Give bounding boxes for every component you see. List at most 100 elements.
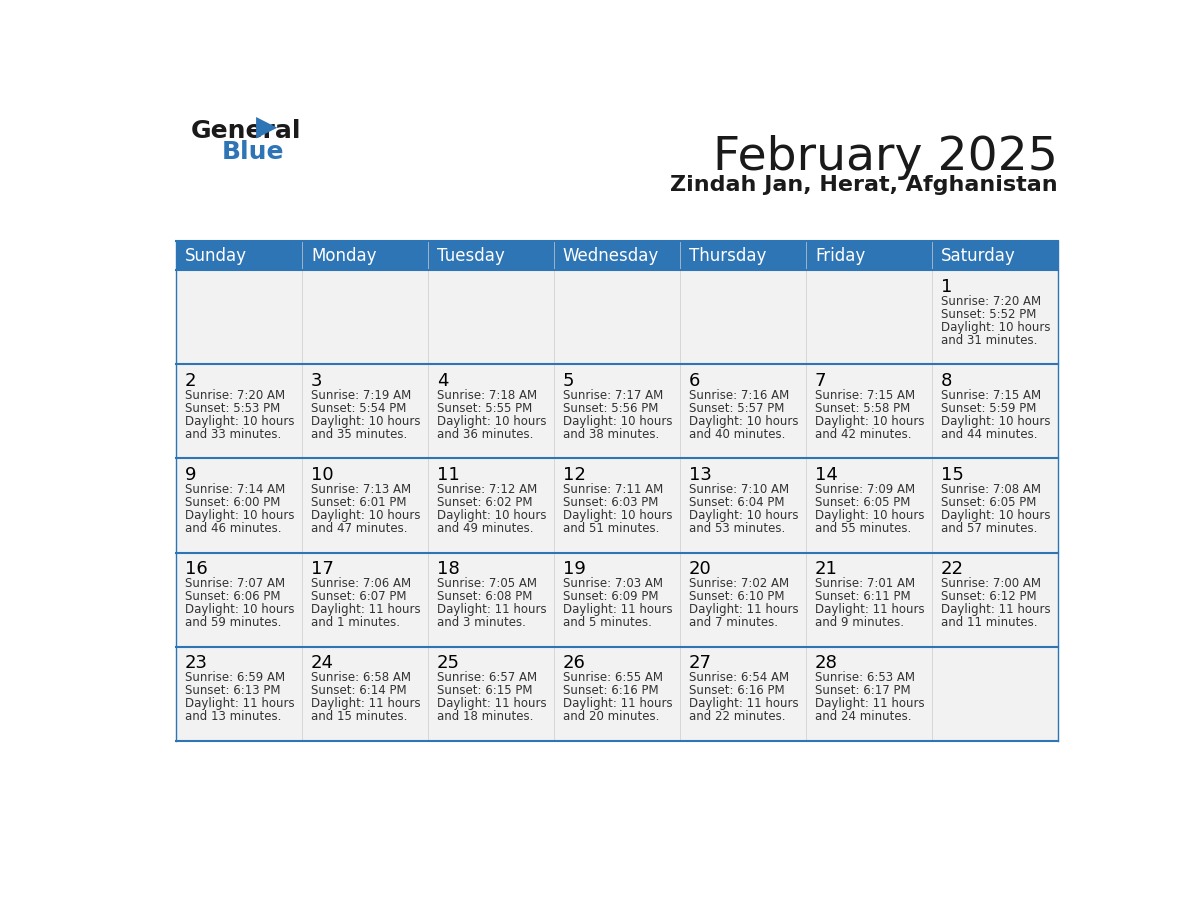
Bar: [680, 364, 805, 458]
Bar: [931, 553, 1057, 646]
Bar: [554, 646, 680, 741]
Text: Sunset: 6:03 PM: Sunset: 6:03 PM: [563, 496, 658, 509]
Bar: [931, 646, 1057, 741]
Text: Sunset: 5:52 PM: Sunset: 5:52 PM: [941, 308, 1036, 321]
Text: and 49 minutes.: and 49 minutes.: [437, 522, 533, 535]
Text: Sunday: Sunday: [185, 247, 247, 264]
Text: Sunset: 5:54 PM: Sunset: 5:54 PM: [311, 402, 406, 415]
Text: 1: 1: [941, 278, 953, 296]
Text: Monday: Monday: [311, 247, 377, 264]
Text: Sunset: 6:13 PM: Sunset: 6:13 PM: [185, 684, 280, 697]
Text: Thursday: Thursday: [689, 247, 766, 264]
Text: 12: 12: [563, 466, 586, 484]
Text: and 3 minutes.: and 3 minutes.: [437, 616, 526, 629]
Text: Sunset: 5:56 PM: Sunset: 5:56 PM: [563, 402, 658, 415]
Text: Sunrise: 6:54 AM: Sunrise: 6:54 AM: [689, 671, 789, 684]
Text: and 47 minutes.: and 47 minutes.: [311, 522, 407, 535]
Text: and 31 minutes.: and 31 minutes.: [941, 334, 1037, 347]
Text: Tuesday: Tuesday: [437, 247, 505, 264]
Text: Daylight: 10 hours: Daylight: 10 hours: [311, 415, 421, 428]
Text: Sunset: 6:01 PM: Sunset: 6:01 PM: [311, 496, 406, 509]
Text: Daylight: 10 hours: Daylight: 10 hours: [563, 509, 672, 522]
Text: Daylight: 10 hours: Daylight: 10 hours: [563, 415, 672, 428]
Text: Daylight: 10 hours: Daylight: 10 hours: [185, 509, 295, 522]
Text: Daylight: 10 hours: Daylight: 10 hours: [437, 415, 546, 428]
Text: and 35 minutes.: and 35 minutes.: [311, 428, 407, 441]
Text: and 20 minutes.: and 20 minutes.: [563, 710, 659, 723]
Text: Wednesday: Wednesday: [563, 247, 659, 264]
Text: Sunset: 6:05 PM: Sunset: 6:05 PM: [941, 496, 1036, 509]
Text: and 1 minutes.: and 1 minutes.: [311, 616, 400, 629]
Text: Sunset: 6:10 PM: Sunset: 6:10 PM: [689, 590, 784, 603]
Bar: [428, 270, 554, 364]
Text: Daylight: 11 hours: Daylight: 11 hours: [941, 603, 1050, 616]
Text: February 2025: February 2025: [713, 135, 1057, 180]
Text: Daylight: 10 hours: Daylight: 10 hours: [185, 603, 295, 616]
Bar: [176, 270, 302, 364]
Bar: [302, 458, 428, 553]
Text: and 15 minutes.: and 15 minutes.: [311, 710, 407, 723]
Text: and 24 minutes.: and 24 minutes.: [815, 710, 911, 723]
Text: Daylight: 11 hours: Daylight: 11 hours: [815, 603, 924, 616]
Text: Sunset: 5:58 PM: Sunset: 5:58 PM: [815, 402, 910, 415]
Text: Sunrise: 7:03 AM: Sunrise: 7:03 AM: [563, 577, 663, 590]
Text: and 33 minutes.: and 33 minutes.: [185, 428, 282, 441]
Bar: [554, 553, 680, 646]
Text: Daylight: 10 hours: Daylight: 10 hours: [815, 415, 924, 428]
Text: 23: 23: [185, 655, 208, 672]
Text: Daylight: 10 hours: Daylight: 10 hours: [941, 415, 1050, 428]
Text: Sunrise: 7:05 AM: Sunrise: 7:05 AM: [437, 577, 537, 590]
Text: 27: 27: [689, 655, 712, 672]
Text: Daylight: 11 hours: Daylight: 11 hours: [185, 697, 295, 711]
Text: Saturday: Saturday: [941, 247, 1016, 264]
Text: Sunrise: 7:14 AM: Sunrise: 7:14 AM: [185, 483, 285, 496]
Text: and 40 minutes.: and 40 minutes.: [689, 428, 785, 441]
Text: Sunset: 6:02 PM: Sunset: 6:02 PM: [437, 496, 532, 509]
Text: Friday: Friday: [815, 247, 865, 264]
Text: Sunset: 5:59 PM: Sunset: 5:59 PM: [941, 402, 1036, 415]
Bar: [554, 458, 680, 553]
Bar: [176, 364, 302, 458]
Text: Sunset: 6:09 PM: Sunset: 6:09 PM: [563, 590, 658, 603]
Text: Sunset: 6:08 PM: Sunset: 6:08 PM: [437, 590, 532, 603]
Text: and 36 minutes.: and 36 minutes.: [437, 428, 533, 441]
Text: 6: 6: [689, 372, 700, 390]
Text: and 59 minutes.: and 59 minutes.: [185, 616, 282, 629]
Text: 8: 8: [941, 372, 953, 390]
Text: Sunrise: 7:19 AM: Sunrise: 7:19 AM: [311, 389, 411, 402]
Text: Daylight: 10 hours: Daylight: 10 hours: [815, 509, 924, 522]
Text: and 18 minutes.: and 18 minutes.: [437, 710, 533, 723]
Text: Sunrise: 7:13 AM: Sunrise: 7:13 AM: [311, 483, 411, 496]
Bar: [680, 270, 805, 364]
Text: and 46 minutes.: and 46 minutes.: [185, 522, 282, 535]
Text: Daylight: 11 hours: Daylight: 11 hours: [689, 603, 798, 616]
Bar: [680, 553, 805, 646]
Text: ▶: ▶: [257, 113, 278, 141]
Bar: [428, 458, 554, 553]
Text: Sunset: 6:17 PM: Sunset: 6:17 PM: [815, 684, 910, 697]
Text: 15: 15: [941, 466, 963, 484]
Text: 10: 10: [311, 466, 334, 484]
Text: Daylight: 10 hours: Daylight: 10 hours: [437, 509, 546, 522]
Text: and 42 minutes.: and 42 minutes.: [815, 428, 911, 441]
Text: Sunrise: 7:16 AM: Sunrise: 7:16 AM: [689, 389, 789, 402]
Bar: [805, 646, 931, 741]
Text: Daylight: 11 hours: Daylight: 11 hours: [815, 697, 924, 711]
Text: 18: 18: [437, 560, 460, 578]
Text: and 13 minutes.: and 13 minutes.: [185, 710, 282, 723]
Bar: [428, 553, 554, 646]
Text: Daylight: 10 hours: Daylight: 10 hours: [689, 415, 798, 428]
Text: and 44 minutes.: and 44 minutes.: [941, 428, 1037, 441]
Text: Daylight: 11 hours: Daylight: 11 hours: [437, 697, 546, 711]
Text: Sunset: 6:16 PM: Sunset: 6:16 PM: [689, 684, 784, 697]
Text: Sunrise: 7:07 AM: Sunrise: 7:07 AM: [185, 577, 285, 590]
Text: and 7 minutes.: and 7 minutes.: [689, 616, 778, 629]
Text: Sunset: 5:55 PM: Sunset: 5:55 PM: [437, 402, 532, 415]
Text: 26: 26: [563, 655, 586, 672]
Text: 13: 13: [689, 466, 712, 484]
Text: Daylight: 11 hours: Daylight: 11 hours: [689, 697, 798, 711]
Text: Sunrise: 7:15 AM: Sunrise: 7:15 AM: [941, 389, 1041, 402]
Text: Sunset: 6:00 PM: Sunset: 6:00 PM: [185, 496, 280, 509]
Bar: [176, 553, 302, 646]
Text: 22: 22: [941, 560, 963, 578]
